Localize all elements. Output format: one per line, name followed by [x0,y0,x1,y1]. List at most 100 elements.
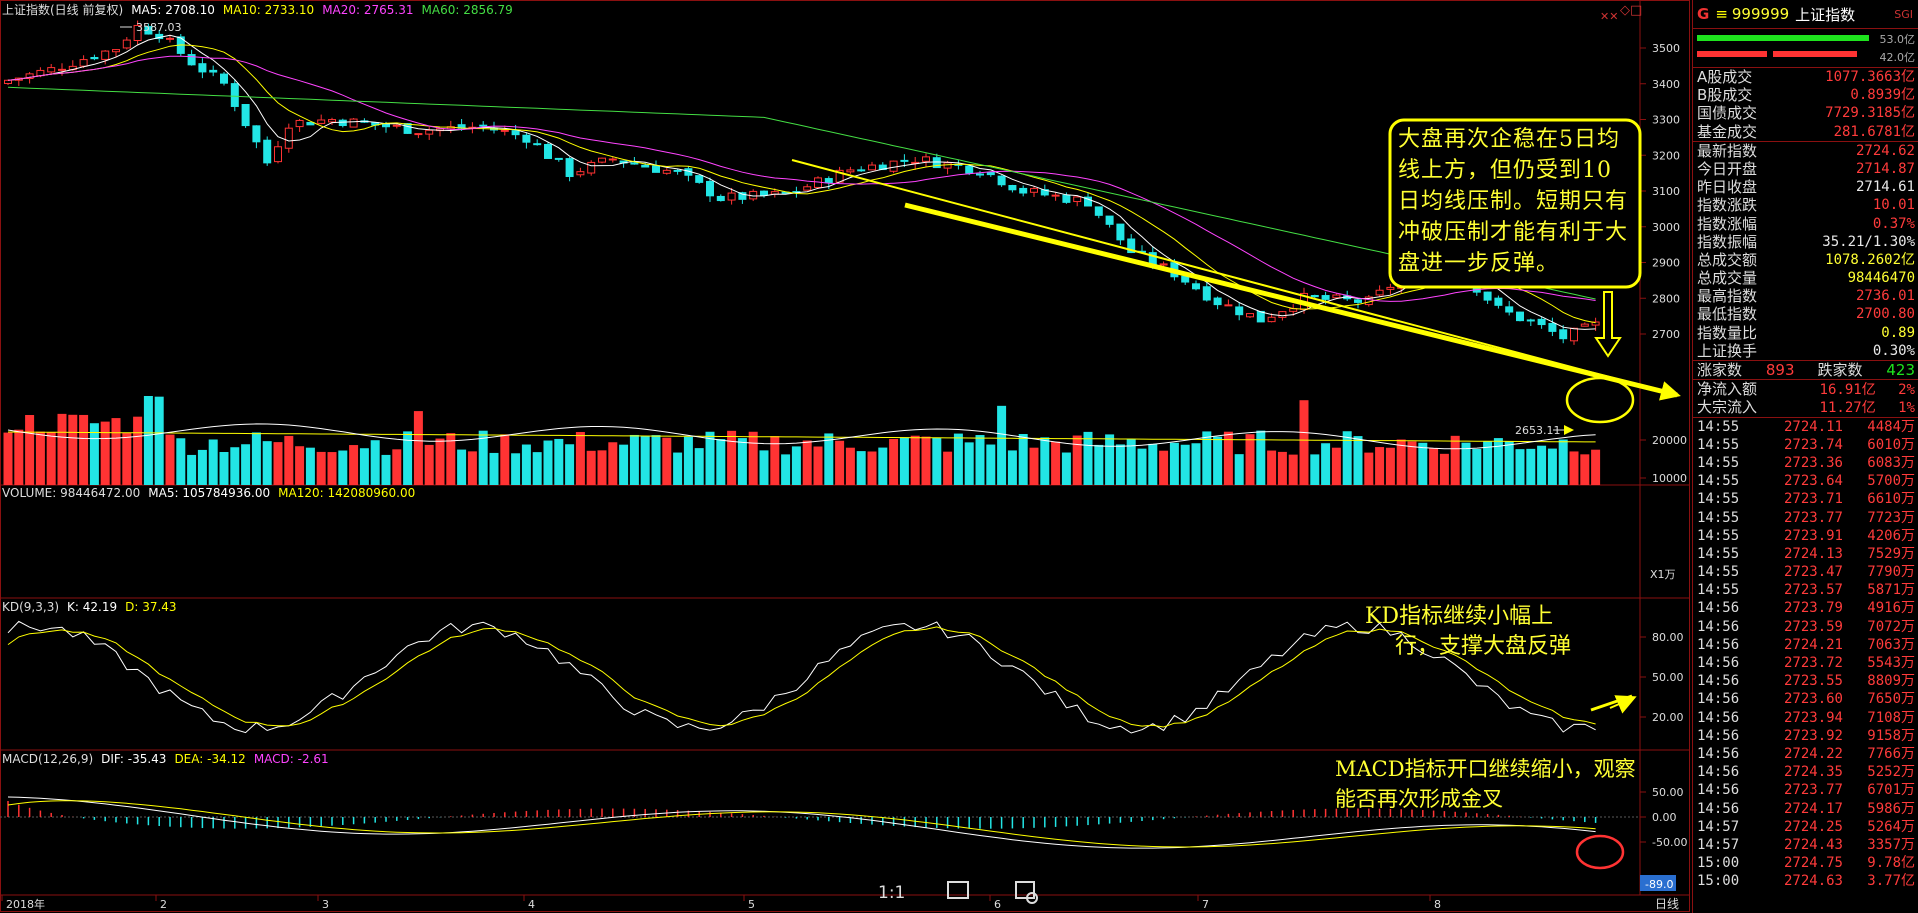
volume-bar [1234,454,1244,485]
macd-note-line2: 能否再次形成金叉 [1335,787,1503,811]
turnover-row: A股成交 1077.3663亿 [1693,68,1918,86]
volume-bar [532,452,542,485]
date-tick: 2018年 [6,897,45,911]
volume-bar [1007,450,1017,485]
quote-row: 指数涨幅 0.37% [1693,215,1918,233]
tick-row[interactable]: 14:56 2723.59 7072万 [1693,618,1918,636]
volume-bar [1450,435,1460,485]
volume-bar [824,433,834,485]
tick-row[interactable]: 14:56 2724.21 7063万 [1693,636,1918,654]
price-tick: 3400 [1652,78,1680,91]
tick-row[interactable]: 14:55 2723.57 5871万 [1693,581,1918,599]
g-icon[interactable]: G [1697,5,1710,23]
menu-icon[interactable]: □ [1630,3,1642,18]
tick-row[interactable]: 14:55 2723.91 4206万 [1693,527,1918,545]
tick-volume: 4484万 [1867,418,1915,435]
kline-chart[interactable]: 3500 3400 3300 3200 3100 3000 2900 2800 2700 2000… [0,0,1690,913]
volume-bar [1537,445,1547,485]
volume-bar [575,431,585,485]
tick-row[interactable]: 14:56 2724.22 7766万 [1693,745,1918,763]
window-controls[interactable]: ✕✕ ◇ □ [1600,3,1642,23]
volume-bar [932,437,942,485]
zoom-button[interactable]: 1:1 [878,883,905,903]
quote-row-label: 总成交额 [1697,250,1758,269]
candle-body [338,119,347,127]
tick-row[interactable]: 14:55 2724.13 7529万 [1693,545,1918,563]
tick-list[interactable]: 14:55 2724.11 4484万 14:55 2723.74 6010万 14:55 2… [1693,418,1918,891]
tick-row[interactable]: 14:55 2723.77 7723万 [1693,509,1918,527]
volume-bar [1126,439,1136,485]
bar-value-2: 42.0亿 [1879,51,1916,64]
candle-body [263,139,272,164]
tick-row[interactable]: 14:56 2723.72 5543万 [1693,654,1918,672]
menu-lines-icon[interactable]: ≡ [1715,5,1728,23]
screenshot-icon[interactable] [1015,881,1038,904]
tick-time: 14:56 [1697,600,1740,617]
tick-volume: 4206万 [1867,527,1915,544]
turnover-row: B股成交 0.8939亿 [1693,86,1918,104]
fullscreen-icon[interactable] [947,881,969,899]
tick-row[interactable]: 14:55 2723.36 6083万 [1693,454,1918,472]
volume-bar [694,448,704,485]
candle-body [414,133,423,136]
candle-body [1224,304,1233,307]
candle-body [4,79,12,84]
kd-arrow [1609,695,1637,714]
tick-row[interactable]: 14:56 2723.77 6701万 [1693,781,1918,799]
volume-bar [57,413,67,485]
kd-item: D: 37.43 [125,600,176,614]
tick-row[interactable]: 14:55 2724.11 4484万 [1693,418,1918,436]
volume-bar [1202,431,1212,485]
kd-tick: 50.00 [1652,671,1684,684]
tick-row[interactable]: 14:56 2724.35 5252万 [1693,763,1918,781]
tick-time: 14:57 [1697,836,1740,853]
tick-row[interactable]: 14:56 2723.60 7650万 [1693,690,1918,708]
macd-readout: -89.0 [1640,875,1676,891]
bar-value-1: 53.0亿 [1879,33,1916,46]
dif-line [7,796,1596,849]
tick-row[interactable]: 14:55 2723.64 5700万 [1693,472,1918,490]
candle-body [112,49,120,53]
volume-bar [392,449,402,485]
tick-row[interactable]: 14:56 2724.17 5986万 [1693,800,1918,818]
period-label[interactable]: 日线 [1655,897,1679,911]
volume-bar [1526,448,1536,485]
tick-volume: 6610万 [1867,491,1915,508]
volume-bar [770,436,780,485]
diamond-icon[interactable]: ◇ [1620,3,1630,18]
candle-body [47,67,56,73]
candle-body [479,124,488,127]
date-tick: 2 [160,898,167,911]
quote-row-label: 最高指数 [1697,287,1758,306]
tick-row[interactable]: 14:55 2723.71 6610万 [1693,490,1918,508]
turnover-row-value: 0.8939亿 [1850,87,1915,104]
tick-time: 14:55 [1697,473,1740,490]
volume-bar [845,447,855,485]
tick-row[interactable]: 15:00 2724.63 3.77亿 [1693,872,1918,890]
turnover-row-value: 7729.3185亿 [1825,105,1915,122]
tick-row[interactable]: 15:00 2724.75 9.78亿 [1693,854,1918,872]
volume-bar [273,442,283,485]
tick-row[interactable]: 14:57 2724.25 5264万 [1693,818,1918,836]
candle-body [79,59,88,67]
tick-price: 2723.59 [1783,618,1843,635]
tick-row[interactable]: 14:55 2723.74 6010万 [1693,436,1918,454]
tick-volume: 5986万 [1867,800,1915,817]
tick-row[interactable]: 14:56 2723.92 9158万 [1693,727,1918,745]
quote-row-value: 2714.61 [1855,179,1915,196]
tick-row[interactable]: 14:56 2723.79 4916万 [1693,599,1918,617]
quote-row-value: 2714.87 [1855,160,1915,177]
tick-row[interactable]: 14:55 2723.47 7790万 [1693,563,1918,581]
tick-volume: 7529万 [1867,545,1915,562]
volume-bar [867,451,877,485]
high-label: 3587.03 [136,21,182,34]
volume-bar [791,446,801,485]
tick-row[interactable]: 14:56 2723.55 8809万 [1693,672,1918,690]
volume-bar [1418,442,1428,485]
resistance-trendline [791,159,1681,401]
volume-bar [500,434,510,485]
tick-row[interactable]: 14:56 2723.94 7108万 [1693,709,1918,727]
tick-row[interactable]: 14:57 2724.43 3357万 [1693,836,1918,854]
volume-bar [1191,443,1201,485]
chart-toolbar[interactable]: 1:1 [878,881,1038,904]
